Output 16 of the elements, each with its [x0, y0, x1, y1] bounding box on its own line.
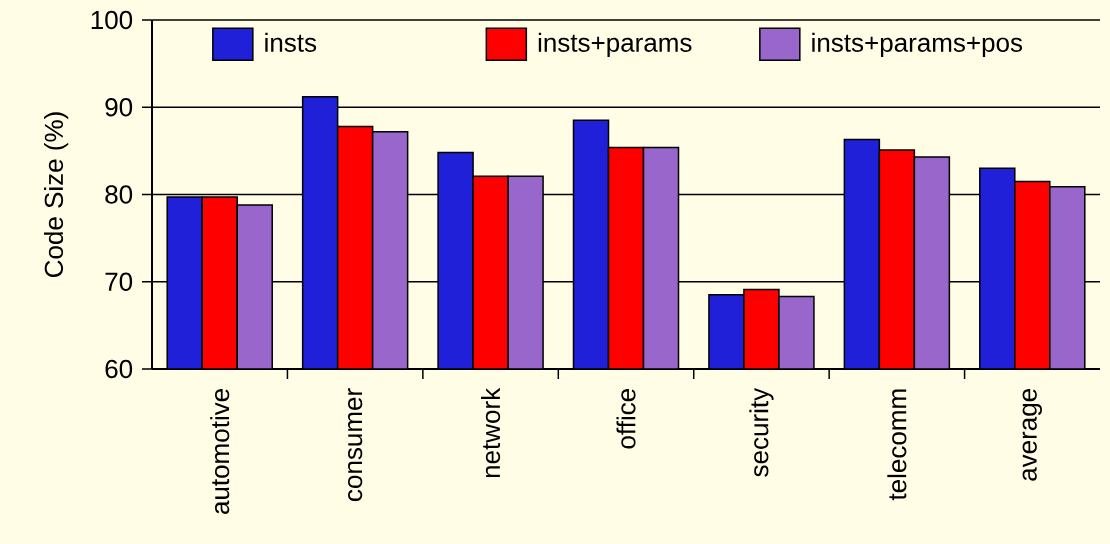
x-tick-label: office [616, 389, 636, 449]
x-tick-label: telecomm [887, 389, 907, 501]
y-tick-label: 100 [91, 10, 133, 30]
legend-label: insts [265, 32, 317, 52]
y-tick-label: 70 [105, 272, 133, 291]
x-tick-label: network [481, 387, 501, 478]
y-tick-label: 80 [105, 185, 133, 204]
legend-label: insts+params [538, 32, 692, 58]
y-tick-label: 60 [105, 359, 133, 379]
y-tick-label: 90 [105, 98, 133, 117]
y-axis-title: Code Size (%) [44, 112, 69, 277]
x-tick-label: consumer [348, 388, 363, 501]
x-tick-label: automotive [210, 389, 230, 514]
legend-label: insts+params+pos [812, 32, 1023, 58]
x-tick-label: average [1022, 389, 1042, 481]
x-tick-label: security [749, 387, 774, 477]
